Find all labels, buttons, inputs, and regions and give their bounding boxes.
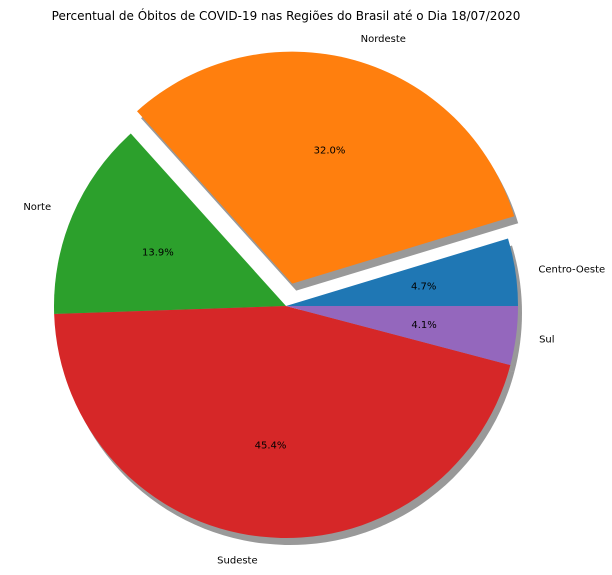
slice-label-sul: Sul	[539, 335, 554, 346]
slice-sul	[286, 306, 518, 366]
pct-label-centro-oeste: 4.7%	[411, 282, 436, 293]
slice-sudeste	[54, 306, 511, 539]
label-layer: Centro-Oeste 4.7% Nordeste 32.0% Norte 13.9% S…	[23, 34, 605, 567]
slice-label-centro-oeste: Centro-Oeste	[538, 264, 605, 275]
slice-norte	[53, 133, 286, 315]
slice-layer	[53, 51, 518, 539]
slice-nordeste	[137, 51, 515, 284]
pct-label-norte: 13.9%	[142, 248, 174, 259]
slice-label-norte: Norte	[23, 202, 51, 213]
slice-centro-oeste	[286, 238, 518, 306]
pct-label-sul: 4.1%	[411, 320, 436, 331]
pct-label-nordeste: 32.0%	[314, 146, 346, 157]
slice-label-nordeste: Nordeste	[361, 34, 406, 45]
slice-label-sudeste: Sudeste	[217, 556, 257, 567]
chart-title: Percentual de Óbitos de COVID-19 nas Reg…	[52, 8, 521, 23]
pct-label-sudeste: 45.4%	[255, 440, 287, 451]
